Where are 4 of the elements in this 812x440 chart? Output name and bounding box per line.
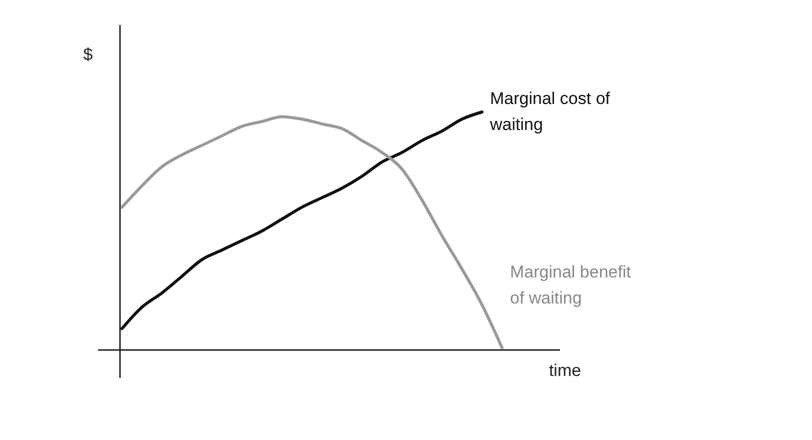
x-axis-title: time: [548, 361, 582, 380]
y-axis-title: $: [83, 45, 94, 64]
series-label: Marginal cost of waiting: [489, 89, 610, 134]
series-label: Marginal benefit of waiting: [510, 262, 632, 308]
